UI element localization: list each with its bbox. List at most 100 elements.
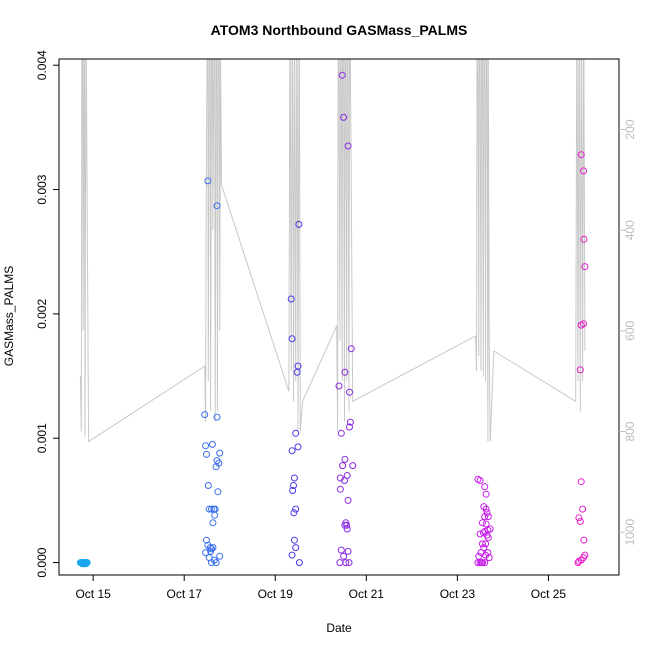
data-point	[339, 462, 347, 470]
data-point	[293, 368, 301, 376]
plot-frame	[58, 58, 620, 576]
y-axis: 0.000 0.001 0.002 0.003 0.004	[35, 50, 59, 578]
data-point	[580, 536, 588, 544]
y-tick-label: 0.004	[35, 50, 49, 80]
data-point	[78, 560, 86, 568]
data-point	[484, 513, 492, 521]
data-point	[216, 449, 224, 457]
right-tick-label: 800	[623, 421, 637, 441]
data-point	[482, 490, 490, 498]
data-point	[340, 552, 348, 560]
data-point	[201, 411, 209, 419]
data-point	[485, 554, 493, 562]
y-axis-right: 200 400 600 800 1000	[619, 119, 637, 546]
y-tick-label: 0.001	[35, 423, 49, 453]
x-tick-label: Oct 25	[531, 587, 567, 601]
data-point	[290, 536, 298, 544]
data-point	[204, 177, 212, 185]
y-tick-label: 0.000	[35, 547, 49, 577]
data-point	[482, 540, 490, 548]
right-tick-label: 1000	[623, 519, 637, 546]
data-point	[344, 496, 352, 504]
data-point	[203, 450, 210, 458]
data-point	[474, 559, 482, 567]
data-point	[213, 413, 221, 421]
data-point	[476, 530, 484, 538]
data-point	[575, 557, 583, 565]
data-point	[202, 442, 210, 450]
chart-title: ATOM3 Northbound GASMass_PALMS	[211, 22, 468, 38]
data-point	[343, 521, 351, 529]
data-point	[295, 220, 303, 228]
series-3	[335, 71, 357, 567]
data-point	[290, 482, 297, 489]
data-point	[347, 345, 355, 353]
data-point	[206, 544, 214, 552]
data-point	[346, 423, 353, 431]
data-point	[478, 519, 486, 527]
data-point	[581, 263, 589, 271]
data-point	[212, 559, 220, 567]
series-5	[574, 151, 589, 567]
data-point	[481, 559, 489, 567]
secondary-trace-layer	[79, 58, 586, 443]
data-point	[336, 559, 344, 567]
data-point	[342, 559, 350, 567]
right-tick-label: 400	[623, 220, 637, 240]
x-tick-label: Oct 17	[167, 587, 203, 601]
data-point	[576, 366, 584, 374]
data-point	[294, 443, 302, 451]
x-tick-label: Oct 15	[75, 587, 111, 601]
data-point	[344, 142, 352, 150]
x-tick-label: Oct 23	[440, 587, 476, 601]
data-point	[295, 559, 303, 567]
data-point	[208, 559, 215, 567]
data-point	[208, 440, 216, 448]
series-0	[76, 559, 91, 568]
data-point	[292, 429, 300, 437]
data-point	[82, 560, 90, 568]
data-point	[214, 488, 222, 496]
data-points-layer	[76, 71, 589, 568]
data-point	[579, 505, 587, 513]
data-point	[340, 113, 348, 121]
data-point	[341, 455, 349, 463]
series-2	[287, 220, 303, 567]
data-point	[287, 295, 295, 303]
data-point	[577, 478, 585, 486]
data-point	[292, 505, 300, 513]
data-point	[345, 559, 353, 567]
y-tick-label: 0.002	[35, 299, 49, 329]
right-tick-label: 200	[623, 119, 637, 139]
data-point	[338, 71, 346, 79]
data-point	[213, 457, 221, 465]
data-point	[344, 547, 352, 555]
data-point	[288, 447, 296, 455]
data-point	[483, 509, 491, 517]
data-point	[203, 536, 210, 544]
data-point	[290, 509, 298, 517]
data-point	[476, 477, 484, 484]
data-point	[481, 483, 489, 491]
data-point	[580, 320, 587, 328]
data-point	[484, 534, 492, 542]
data-point	[211, 511, 219, 519]
data-point	[346, 418, 354, 426]
data-point	[580, 235, 588, 243]
data-point	[290, 474, 298, 482]
data-point	[216, 552, 224, 560]
data-point	[337, 546, 345, 554]
data-point	[209, 519, 217, 527]
right-tick-label: 600	[623, 321, 637, 341]
data-point	[209, 544, 217, 552]
data-point	[577, 151, 585, 159]
data-point	[486, 525, 494, 533]
data-point	[482, 505, 490, 513]
x-tick-label: Oct 21	[349, 587, 385, 601]
data-point	[202, 549, 210, 557]
data-point	[580, 167, 587, 175]
data-point	[213, 202, 221, 210]
x-tick-label: Oct 19	[258, 587, 294, 601]
data-point	[482, 520, 490, 528]
